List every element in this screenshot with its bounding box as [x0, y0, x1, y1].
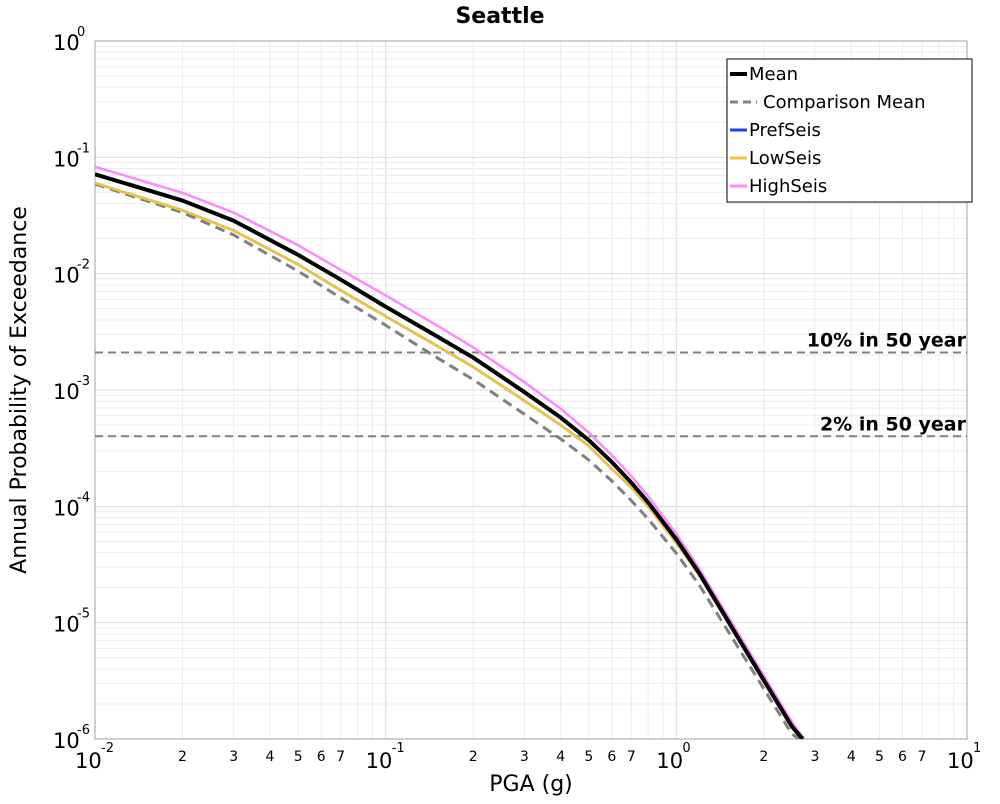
- y-tick-label: 10: [53, 31, 80, 55]
- x-minor-tick-label: 3: [811, 749, 820, 765]
- y-tick-label: 10: [53, 496, 80, 520]
- y-tick-label-exponent: -3: [77, 374, 90, 389]
- series-line-mean: [95, 172, 805, 739]
- legend-label: Comparison Mean: [763, 92, 926, 113]
- legend-box: [726, 58, 973, 203]
- series-line-highseis: [95, 165, 806, 739]
- y-tick-label-exponent: -2: [77, 258, 90, 273]
- x-tick-label-exponent: 1: [973, 741, 981, 756]
- x-minor-tick-label: 6: [317, 749, 326, 765]
- series-lines: [95, 165, 806, 739]
- x-tick-label-exponent: 0: [682, 741, 690, 756]
- y-tick-label-exponent: 0: [77, 25, 85, 40]
- y-tick-label: 10: [53, 264, 80, 288]
- x-minor-tick-label: 2: [178, 749, 187, 765]
- legend-label: PrefSeis: [749, 120, 821, 141]
- x-tick-label-exponent: -2: [101, 741, 114, 756]
- y-tick-label-exponent: -6: [77, 723, 90, 738]
- y-tick-label: 10: [53, 380, 80, 404]
- x-tick-label: 10: [366, 749, 393, 773]
- x-axis-label: PGA (g): [489, 772, 573, 797]
- x-minor-tick-label: 2: [759, 749, 768, 765]
- y-tick-label-exponent: -4: [77, 490, 90, 505]
- x-tick-label: 10: [75, 749, 102, 773]
- y-axis-label: Annual Probability of Exceedance: [7, 206, 32, 574]
- plot-frame: [94, 40, 968, 740]
- reference-lines: 10% in 50 year 2% in 50 year: [95, 330, 967, 438]
- legend: Mean Comparison Mean PrefSeis LowSeis HighSe…: [726, 58, 973, 203]
- legend-label: Mean: [749, 64, 798, 85]
- x-minor-tick-label: 7: [918, 749, 927, 765]
- legend-label: LowSeis: [749, 148, 821, 169]
- x-minor-tick-label: 5: [584, 749, 593, 765]
- x-tick-label-exponent: -1: [392, 741, 405, 756]
- grid-lines: [94, 41, 967, 740]
- y-tick-label-exponent: -5: [77, 607, 90, 622]
- x-minor-tick-label: 6: [898, 749, 907, 765]
- x-minor-tick-label: 4: [556, 749, 565, 765]
- y-tick-label: 10: [53, 147, 80, 171]
- x-minor-tick-label: 7: [336, 749, 345, 765]
- x-minor-tick-label: 5: [875, 749, 884, 765]
- series-line-comparison-mean: [95, 182, 801, 739]
- reference-line-label: 2% in 50 year: [820, 413, 967, 435]
- x-tick-label: 10: [656, 749, 683, 773]
- legend-label: HighSeis: [749, 176, 827, 197]
- x-tick-label: 10: [947, 749, 974, 773]
- y-tick-label-exponent: -1: [77, 141, 90, 156]
- y-tick-label: 10: [53, 613, 80, 637]
- x-minor-tick-label: 3: [520, 749, 529, 765]
- x-minor-tick-label: 4: [266, 749, 275, 765]
- x-minor-tick-label: 6: [607, 749, 616, 765]
- x-minor-tick-label: 7: [627, 749, 636, 765]
- chart-title: Seattle: [455, 4, 544, 29]
- x-minor-tick-label: 2: [469, 749, 478, 765]
- y-tick-label: 10: [53, 729, 80, 753]
- x-minor-tick-label: 5: [294, 749, 303, 765]
- reference-line-label: 10% in 50 year: [807, 330, 967, 352]
- x-minor-tick-label: 3: [229, 749, 238, 765]
- x-minor-tick-label: 4: [847, 749, 856, 765]
